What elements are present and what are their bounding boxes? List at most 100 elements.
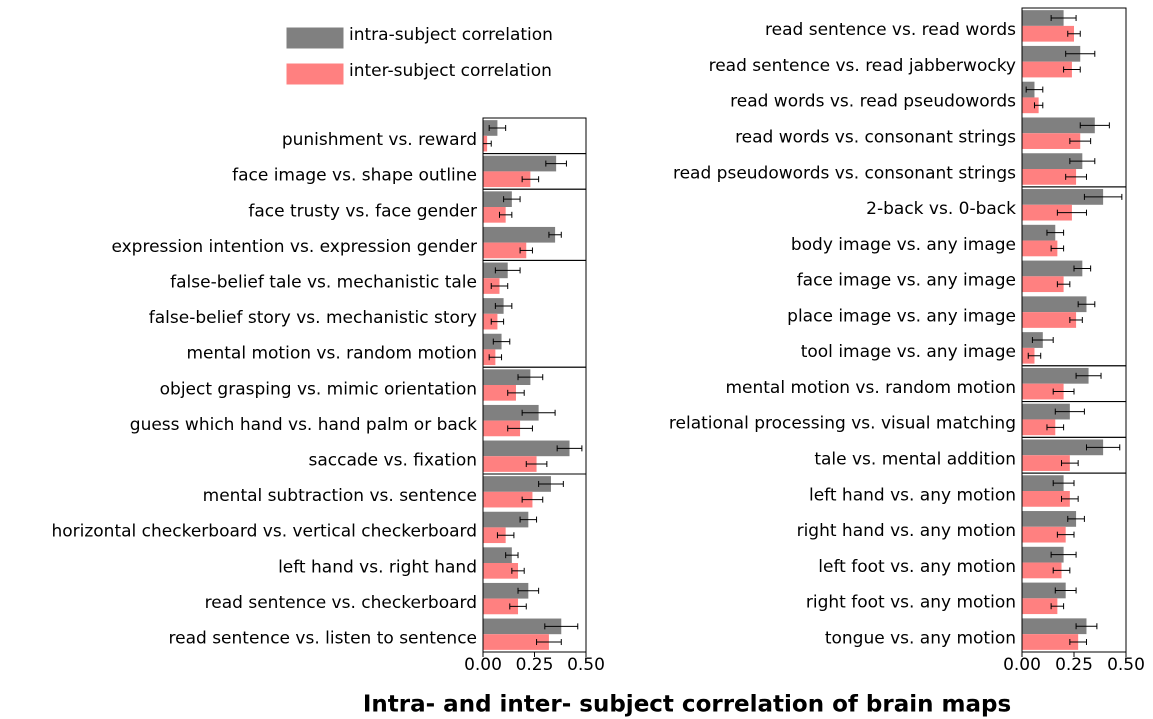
error-bar [509,603,527,610]
bar [483,298,504,314]
bar [1022,169,1077,185]
error-bar [521,496,544,503]
error-bar [507,425,533,432]
bar [1022,240,1058,257]
y-tick-label: read pseudowords vs. consonant strings [673,163,1016,183]
y-tick-label: read sentence vs. read words [765,20,1016,40]
y-tick-label: expression intention vs. expression gend… [111,237,477,257]
error-bar [1073,265,1092,272]
error-bar [517,587,540,594]
bar [1022,618,1087,635]
bar [483,171,531,188]
bar [483,491,533,508]
bar [483,385,516,401]
y-tick-label: left hand vs. any motion [809,485,1016,505]
bar [1022,455,1070,471]
error-bar [1079,122,1110,129]
y-tick-label: object grasping vs. mimic orientation [160,379,477,399]
bar [1022,296,1087,313]
error-bar [507,389,525,396]
error-bar [1065,173,1087,180]
legend-label: inter-subject correlation [349,61,552,81]
y-tick-label: horizontal checkerboard vs. vertical che… [51,522,477,542]
bar [483,456,537,472]
y-tick-label: punishment vs. reward [282,130,477,150]
y-tick-label: right foot vs. any motion [806,593,1016,613]
bar [483,511,529,528]
error-bar [548,231,562,238]
error-bar [1069,316,1083,323]
x-tick-label: 0.25 [516,655,554,675]
error-bar [1075,372,1102,379]
error-bar [1050,245,1065,252]
y-tick-label: face image vs. any image [797,271,1016,291]
bar [1022,491,1070,507]
error-bar [492,338,511,345]
error-bar [1061,495,1079,502]
y-tick-label: read words vs. consonant strings [735,128,1016,148]
error-bar [525,461,548,468]
chart-title: Intra- and inter- subject correlation of… [363,692,1011,718]
error-bar [1050,603,1065,610]
error-bar [1050,551,1077,558]
y-tick-label: 2-back vs. 0-back [866,199,1016,219]
error-bar [1033,102,1044,109]
error-bar [1046,229,1065,236]
error-bar [488,354,503,361]
bar [1022,276,1064,293]
bar [483,369,531,385]
bar [1022,511,1077,527]
error-bar [1025,86,1044,93]
bar [1022,419,1056,436]
bar [1022,403,1070,420]
bar [483,207,506,223]
error-bar [1056,281,1071,288]
error-bar [1069,638,1087,645]
bar [483,404,539,421]
y-tick-label: right hand vs. any motion [797,521,1016,541]
y-tick-label: mental motion vs. random motion [725,378,1016,398]
error-bar [519,247,533,254]
error-bar [1083,193,1123,200]
y-tick-label: read sentence vs. checkerboard [205,593,477,613]
bar [483,527,506,544]
bar [483,333,502,350]
bar [483,476,551,492]
bar [483,582,529,599]
bar [483,226,556,243]
error-bar [1056,209,1087,216]
y-tick-label: tale vs. mental addition [814,450,1016,470]
error-bar [505,552,519,559]
bar [1022,312,1077,328]
error-bar [1054,587,1077,594]
panel-frame [482,117,587,155]
x-tick-label: 0.00 [1003,655,1041,675]
bar [483,618,562,635]
bar [1022,204,1072,221]
error-bar [1052,567,1071,574]
error-bar [1067,515,1085,522]
y-tick-label: false-belief story vs. mechanistic story [149,308,477,328]
error-bar [1056,531,1075,538]
legend-label: intra-subject correlation [349,25,553,45]
error-bar [521,176,540,183]
x-tick-label: 0.00 [464,655,502,675]
bar [1022,367,1089,384]
error-bar [536,639,562,646]
legend-swatch [286,63,344,85]
error-bar [1065,50,1096,57]
y-tick-label: read words vs. read pseudowords [730,92,1016,112]
y-tick-label: left foot vs. any motion [818,557,1016,577]
error-bar [1050,15,1077,22]
bar [1022,45,1081,62]
error-bar [545,160,567,167]
bar [1022,153,1083,169]
bar [1022,97,1039,114]
bar [1022,61,1072,78]
bar [483,242,527,259]
y-tick-label: read sentence vs. read jabberwocky [709,56,1016,76]
legend-swatch [286,27,344,49]
bar [483,563,519,579]
bar [1022,189,1104,205]
